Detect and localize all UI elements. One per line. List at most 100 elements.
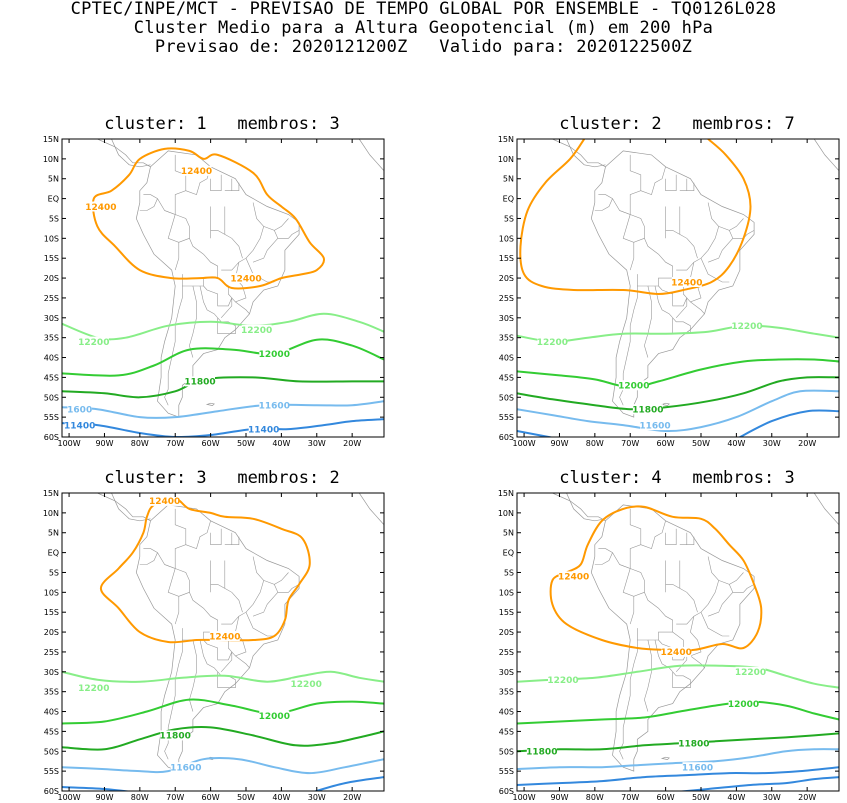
lon-tick-label: 60W <box>202 793 220 802</box>
isoline-label: 12400 <box>661 648 692 658</box>
isoline-label-background <box>661 646 692 657</box>
lat-tick-label: 20S <box>499 628 514 637</box>
country-border <box>619 286 638 406</box>
isoline-label: 12000 <box>728 700 759 710</box>
isoline-label-background <box>735 666 766 677</box>
isoline-label: 12400 <box>149 497 180 507</box>
lat-tick-label: 15N <box>498 489 514 498</box>
country-border <box>686 536 695 545</box>
lat-tick-label: EQ <box>503 549 514 558</box>
isoline-12200 <box>62 312 384 341</box>
panel-2-title: cluster: 2 membros: 7 <box>559 114 795 134</box>
isoline-label: 12400 <box>209 632 240 642</box>
country-border <box>277 584 300 593</box>
lat-tick-label: 45S <box>499 373 514 382</box>
lon-tick-label: 50W <box>692 439 710 448</box>
country-border <box>231 616 247 657</box>
isoline-label: 11800 <box>160 732 191 742</box>
isoline-11400 <box>62 418 384 437</box>
country-border <box>619 210 635 271</box>
country-border <box>221 202 265 271</box>
country-border <box>630 214 645 239</box>
lon-tick-label: 100W <box>58 793 81 802</box>
lon-tick-label: 70W <box>621 439 639 448</box>
isoline-label: 12200 <box>241 326 272 336</box>
isoline-label: 12200 <box>291 680 322 690</box>
country-border <box>210 174 222 191</box>
country-border <box>598 154 642 215</box>
lon-tick-label: 40W <box>727 439 745 448</box>
country-border <box>654 285 673 318</box>
isoline-12200 <box>62 670 384 683</box>
lat-tick-label: 50S <box>44 393 59 402</box>
lat-tick-label: 60S <box>44 787 59 796</box>
lat-tick-label: 25S <box>499 648 514 657</box>
lon-tick-label: 70W <box>621 793 639 802</box>
coastline-central-america <box>96 493 151 522</box>
lat-tick-label: 35S <box>499 334 514 343</box>
coastline-central-america <box>551 493 606 522</box>
lon-tick-label: 40W <box>727 793 745 802</box>
lat-tick-label: 10N <box>43 155 59 164</box>
isoline-label: 11800 <box>632 406 663 416</box>
island-hispaniola <box>616 474 635 481</box>
lat-tick-label: 45S <box>499 727 514 736</box>
lat-tick-label: 15N <box>43 489 59 498</box>
country-border <box>633 237 673 287</box>
isoline-label-background <box>259 348 290 359</box>
lon-tick-label: 40W <box>272 439 290 448</box>
country-border <box>175 214 190 239</box>
lon-tick-label: 90W <box>550 439 568 448</box>
isoline-label: 11400 <box>248 425 279 435</box>
country-border <box>164 564 180 625</box>
coastline-south-america <box>590 504 755 772</box>
lat-tick-label: 30S <box>499 314 514 323</box>
country-border <box>221 556 265 625</box>
coastline-central-america-north <box>565 139 606 168</box>
country-border <box>139 552 158 565</box>
isoline-label-background <box>149 495 180 506</box>
isoline-12400 <box>549 505 763 652</box>
isoline-label: 11400 <box>64 421 95 431</box>
lat-tick-label: 10S <box>44 588 59 597</box>
isoline-label-background <box>85 201 116 212</box>
isoline-label: 12200 <box>537 338 568 348</box>
country-border <box>676 202 720 271</box>
isoline-label: 12400 <box>85 203 116 213</box>
country-border <box>277 230 300 239</box>
lat-tick-label: 35S <box>44 688 59 697</box>
isoline-label: 12400 <box>558 573 589 583</box>
isoline-label: 12200 <box>731 322 762 332</box>
lat-tick-label: 35S <box>44 334 59 343</box>
isoline-label-background <box>640 420 670 431</box>
country-border <box>686 262 702 303</box>
island-falklands <box>660 756 670 760</box>
map-frame <box>516 492 840 792</box>
isoline-label-background <box>548 674 578 685</box>
lat-tick-label: 5N <box>48 529 59 538</box>
lat-tick-label: 55S <box>499 413 514 422</box>
lon-tick-label: 60W <box>657 439 675 448</box>
lat-tick-label: 40S <box>44 708 59 717</box>
country-border <box>252 226 279 263</box>
lon-tick-label: 50W <box>237 793 255 802</box>
lon-tick-label: 30W <box>763 439 781 448</box>
lat-tick-label: 5S <box>504 215 514 224</box>
isoline-label: 12400 <box>181 167 212 177</box>
country-border <box>220 651 233 672</box>
isoline-12000 <box>517 358 839 389</box>
lon-tick-label: 30W <box>308 793 326 802</box>
country-border <box>199 285 218 318</box>
isoline-label-background <box>78 682 109 693</box>
isoline-label-background <box>259 710 290 721</box>
country-border <box>252 580 279 617</box>
map-frame <box>61 492 385 792</box>
panel-3-title: cluster: 3 membros: 2 <box>104 468 340 488</box>
country-border <box>633 591 673 641</box>
coastline-africa <box>358 139 384 172</box>
isoline-label: 11800 <box>184 378 215 388</box>
lat-tick-label: 15N <box>498 135 514 144</box>
isoline-label-background <box>671 277 702 287</box>
lat-tick-label: 60S <box>44 433 59 442</box>
lat-tick-label: 15S <box>499 608 514 617</box>
